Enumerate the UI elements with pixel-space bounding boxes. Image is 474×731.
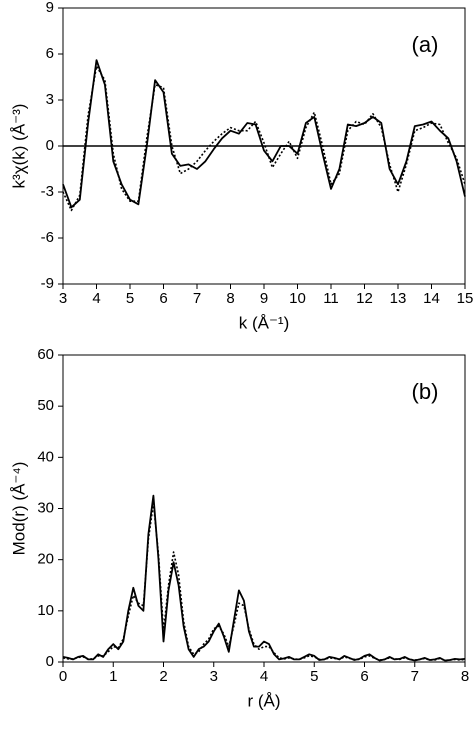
y-axis-title: k³χ(k) (Å⁻³) <box>9 104 28 189</box>
y-tick-label: 9 <box>46 0 54 16</box>
x-tick-label: 0 <box>59 668 67 685</box>
panel-label: (a) <box>412 32 439 57</box>
x-tick-label: 12 <box>356 290 373 307</box>
plot-frame <box>62 354 466 663</box>
y-tick-label: 3 <box>46 91 54 108</box>
series-line <box>62 59 466 209</box>
x-tick-label: 7 <box>193 290 201 307</box>
y-axis-title: Mod(r) (Å⁻⁴) <box>9 462 28 556</box>
x-tick-label: 11 <box>323 290 339 307</box>
series-line <box>62 494 466 662</box>
x-tick-label: 15 <box>457 290 474 307</box>
series-line <box>62 502 466 662</box>
series-line <box>62 65 466 212</box>
x-axis-title: k (Å⁻¹) <box>239 313 290 332</box>
x-tick-label: 6 <box>159 290 167 307</box>
x-tick-label: 2 <box>159 668 167 685</box>
x-tick-label: 1 <box>109 668 117 685</box>
x-tick-label: 8 <box>226 290 234 307</box>
x-tick-label: 6 <box>360 668 368 685</box>
y-tick-label: 0 <box>46 653 54 670</box>
x-tick-label: 5 <box>126 290 134 307</box>
y-tick-label: 60 <box>37 346 54 363</box>
y-tick-label: 10 <box>37 602 54 619</box>
x-tick-label: 3 <box>59 290 67 307</box>
y-tick-label: 50 <box>37 397 54 414</box>
y-tick-label: 40 <box>37 448 54 465</box>
x-tick-label: 3 <box>210 668 218 685</box>
y-tick-label: 0 <box>46 137 54 154</box>
x-tick-label: 9 <box>260 290 268 307</box>
x-tick-label: 10 <box>289 290 306 307</box>
x-axis-title: r (Å) <box>247 691 280 710</box>
y-tick-label: -6 <box>41 229 54 246</box>
y-tick-label: -9 <box>41 275 54 292</box>
x-tick-label: 8 <box>461 668 469 685</box>
y-tick-label: -3 <box>41 183 54 200</box>
x-tick-label: 13 <box>390 290 407 307</box>
x-tick-label: 7 <box>411 668 419 685</box>
x-tick-label: 5 <box>310 668 318 685</box>
panel-label: (b) <box>412 379 439 404</box>
x-tick-label: 4 <box>92 290 100 307</box>
y-tick-label: 20 <box>37 551 54 568</box>
x-tick-label: 4 <box>260 668 268 685</box>
y-tick-label: 30 <box>37 499 54 516</box>
y-tick-label: 6 <box>46 45 54 62</box>
x-tick-label: 14 <box>423 290 440 307</box>
